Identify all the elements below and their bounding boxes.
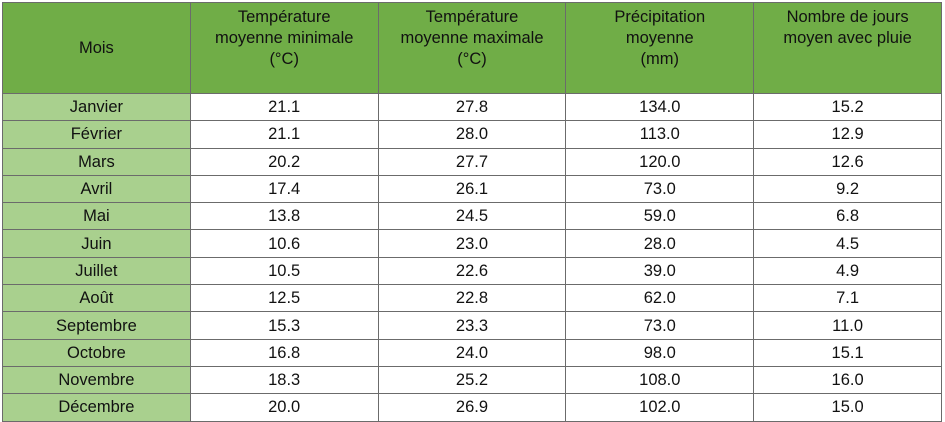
- value-cell: 73.0: [565, 311, 755, 340]
- value-cell: 24.5: [377, 202, 567, 231]
- header-cell: Nombre de jours moyen avec pluie: [753, 2, 942, 94]
- header-cell: Température moyenne minimale (°C): [189, 2, 379, 94]
- value-cell: 59.0: [565, 202, 755, 231]
- table-row: Juin 10.6 23.0 28.0 4.5: [2, 229, 942, 258]
- value-cell: 7.1: [753, 284, 942, 313]
- month-cell: Janvier: [2, 92, 191, 122]
- header-cell: Mois: [2, 2, 191, 94]
- table-row: Octobre 16.8 24.0 98.0 15.1: [2, 338, 942, 367]
- value-cell: 13.8: [189, 202, 379, 231]
- header-line: (mm): [640, 50, 680, 68]
- value-cell: 21.1: [189, 120, 379, 149]
- value-cell: 73.0: [565, 174, 755, 204]
- value-cell: 22.6: [377, 256, 567, 286]
- table-row: Avril 17.4 26.1 73.0 9.2: [2, 174, 942, 204]
- value-cell: 10.6: [189, 229, 379, 258]
- header-line: moyenne maximale: [400, 29, 544, 47]
- month-cell: Février: [2, 120, 191, 149]
- table-row: Juillet 10.5 22.6 39.0 4.9: [2, 256, 942, 286]
- table-row: Novembre 18.3 25.2 108.0 16.0: [2, 365, 942, 395]
- header-line: Température: [425, 8, 519, 26]
- value-cell: 16.8: [189, 338, 379, 367]
- header-line: Température: [237, 8, 331, 26]
- value-cell: 18.3: [189, 365, 379, 395]
- header-line: Nombre de jours: [786, 8, 909, 26]
- value-cell: 23.0: [377, 229, 567, 258]
- value-cell: 9.2: [753, 174, 942, 204]
- value-cell: 113.0: [565, 120, 755, 149]
- table-row: Septembre 15.3 23.3 73.0 11.0: [2, 311, 942, 340]
- table-row: Janvier 21.1 27.8 134.0 15.2: [2, 92, 942, 122]
- value-cell: 108.0: [565, 365, 755, 395]
- month-cell: Juillet: [2, 256, 191, 286]
- value-cell: 134.0: [565, 92, 755, 122]
- value-cell: 4.9: [753, 256, 942, 286]
- month-cell: Octobre: [2, 338, 191, 367]
- header-line: moyen avec pluie: [783, 29, 912, 47]
- value-cell: 21.1: [189, 92, 379, 122]
- header-line: (°C): [269, 50, 299, 68]
- value-cell: 39.0: [565, 256, 755, 286]
- value-cell: 23.3: [377, 311, 567, 340]
- value-cell: 12.6: [753, 147, 942, 176]
- value-cell: 20.0: [189, 393, 379, 422]
- value-cell: 20.2: [189, 147, 379, 176]
- header-cell: Précipitation moyenne (mm): [565, 2, 755, 94]
- header-line: Précipitation: [614, 8, 706, 26]
- month-cell: Septembre: [2, 311, 191, 340]
- value-cell: 28.0: [377, 120, 567, 149]
- table-body: Janvier 21.1 27.8 134.0 15.2 Février 21.1 28.0 1…: [2, 92, 942, 422]
- month-cell: Août: [2, 284, 191, 313]
- header-line: (°C): [457, 50, 487, 68]
- value-cell: 4.5: [753, 229, 942, 258]
- value-cell: 15.0: [753, 393, 942, 422]
- month-cell: Mai: [2, 202, 191, 231]
- value-cell: 6.8: [753, 202, 942, 231]
- header-line: moyenne: [625, 29, 694, 47]
- value-cell: 16.0: [753, 365, 942, 395]
- header-line: Mois: [78, 38, 114, 57]
- table-row: Mars 20.2 27.7 120.0 12.6: [2, 147, 942, 176]
- value-cell: 26.1: [377, 174, 567, 204]
- month-cell: Décembre: [2, 393, 191, 422]
- value-cell: 12.5: [189, 284, 379, 313]
- month-cell: Avril: [2, 174, 191, 204]
- table-row: Août 12.5 22.8 62.0 7.1: [2, 284, 942, 313]
- value-cell: 25.2: [377, 365, 567, 395]
- value-cell: 22.8: [377, 284, 567, 313]
- value-cell: 11.0: [753, 311, 942, 340]
- value-cell: 62.0: [565, 284, 755, 313]
- value-cell: 15.2: [753, 92, 942, 122]
- value-cell: 120.0: [565, 147, 755, 176]
- value-cell: 12.9: [753, 120, 942, 149]
- month-cell: Juin: [2, 229, 191, 258]
- value-cell: 28.0: [565, 229, 755, 258]
- table-row: Décembre 20.0 26.9 102.0 15.0: [2, 393, 942, 422]
- value-cell: 27.7: [377, 147, 567, 176]
- header-cell: Température moyenne maximale (°C): [377, 2, 567, 94]
- value-cell: 27.8: [377, 92, 567, 122]
- table-row: Mai 13.8 24.5 59.0 6.8: [2, 202, 942, 231]
- header-line: moyenne minimale: [214, 29, 354, 47]
- value-cell: 17.4: [189, 174, 379, 204]
- month-cell: Mars: [2, 147, 191, 176]
- value-cell: 15.3: [189, 311, 379, 340]
- value-cell: 98.0: [565, 338, 755, 367]
- table-row: Février 21.1 28.0 113.0 12.9: [2, 120, 942, 149]
- value-cell: 102.0: [565, 393, 755, 422]
- value-cell: 24.0: [377, 338, 567, 367]
- value-cell: 10.5: [189, 256, 379, 286]
- month-cell: Novembre: [2, 365, 191, 395]
- value-cell: 26.9: [377, 393, 567, 422]
- header-row: Mois Température moyenne minimale (°C) Tempé…: [2, 2, 942, 94]
- value-cell: 15.1: [753, 338, 942, 367]
